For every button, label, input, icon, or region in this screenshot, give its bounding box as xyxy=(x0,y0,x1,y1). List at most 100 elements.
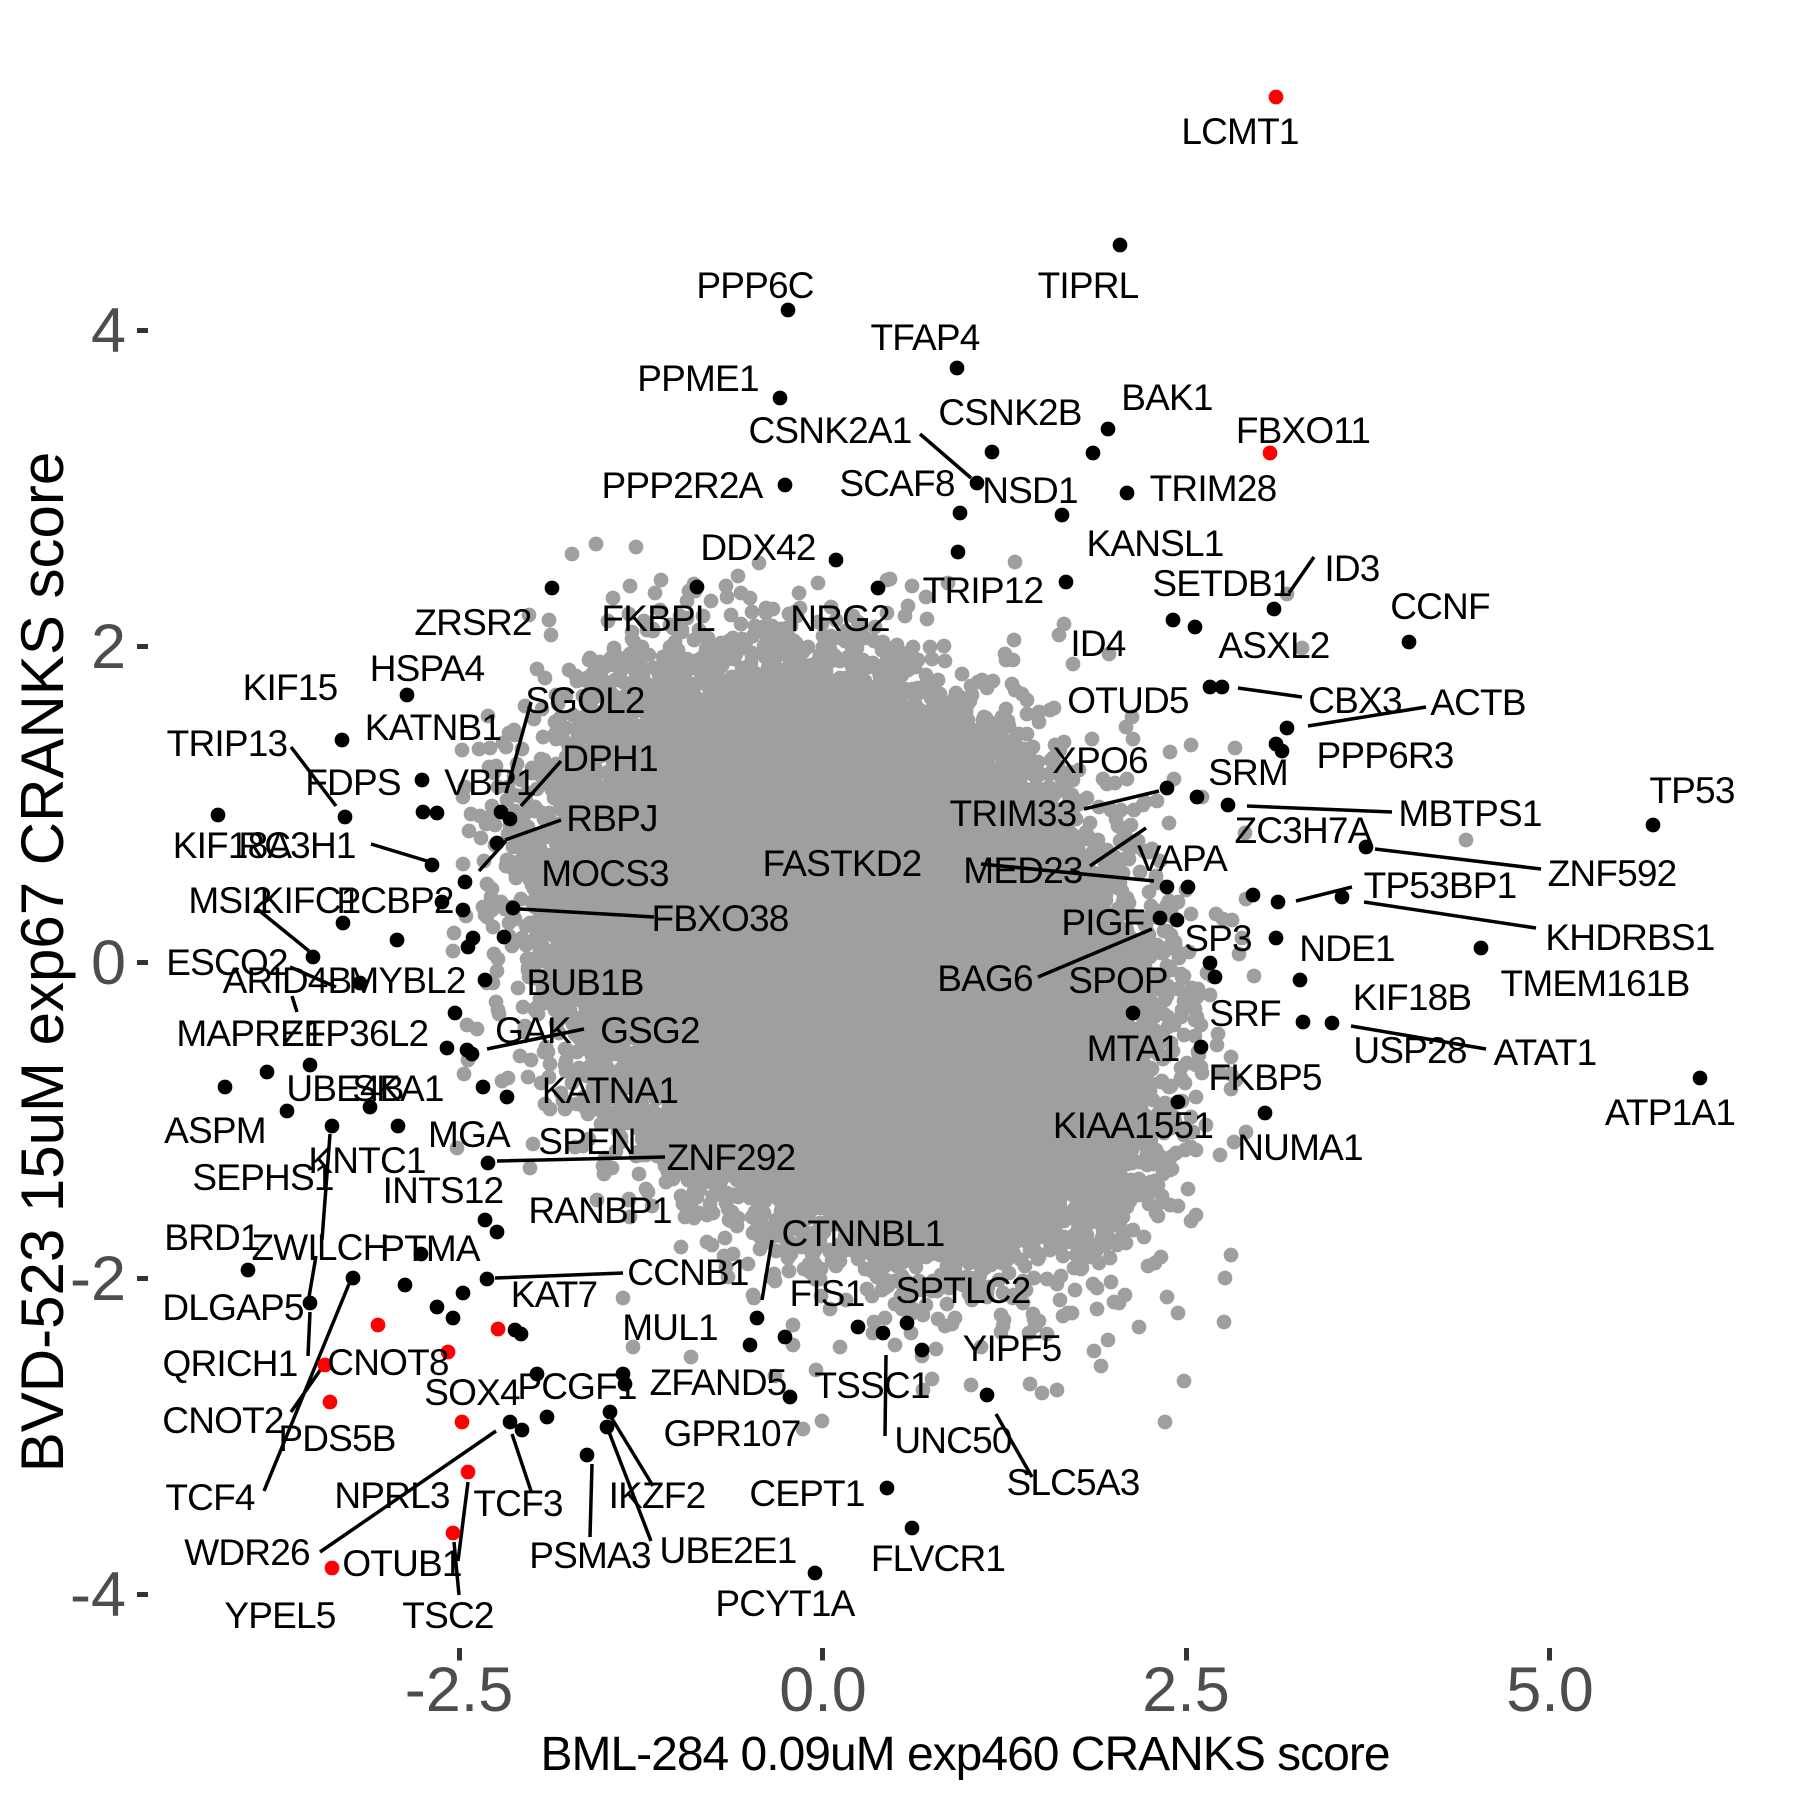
svg-text:SETDB1: SETDB1 xyxy=(1152,563,1291,604)
svg-text:ZFAND5: ZFAND5 xyxy=(649,1362,786,1403)
svg-text:CSNK2A1: CSNK2A1 xyxy=(748,410,911,451)
svg-text:SPTLC2: SPTLC2 xyxy=(895,1270,1030,1311)
svg-text:KATNB1: KATNB1 xyxy=(365,707,501,748)
svg-text:KANSL1: KANSL1 xyxy=(1086,523,1223,564)
svg-text:0.0: 0.0 xyxy=(779,1655,867,1725)
svg-text:FASTKD2: FASTKD2 xyxy=(763,843,922,884)
svg-text:MGA: MGA xyxy=(428,1114,511,1155)
svg-text:QRICH1: QRICH1 xyxy=(163,1343,298,1384)
svg-text:CNOT8: CNOT8 xyxy=(327,1342,448,1383)
svg-text:GSG2: GSG2 xyxy=(600,1010,700,1051)
svg-text:SPOP: SPOP xyxy=(1068,960,1168,1001)
svg-text:UNC50: UNC50 xyxy=(894,1420,1012,1461)
svg-text:PIGF: PIGF xyxy=(1061,902,1144,943)
svg-text:SLC5A3: SLC5A3 xyxy=(1006,1462,1139,1503)
svg-text:KAT7: KAT7 xyxy=(511,1274,598,1315)
svg-text:ID4: ID4 xyxy=(1070,623,1125,664)
svg-text:WDR26: WDR26 xyxy=(184,1532,310,1573)
svg-text:CCNB1: CCNB1 xyxy=(627,1252,748,1293)
svg-text:PPP2R2A: PPP2R2A xyxy=(602,465,764,506)
svg-text:ZWILCH: ZWILCH xyxy=(251,1227,388,1268)
svg-text:KHDRBS1: KHDRBS1 xyxy=(1545,917,1714,958)
svg-text:LCMT1: LCMT1 xyxy=(1181,111,1298,152)
svg-text:CTNNBL1: CTNNBL1 xyxy=(782,1213,945,1254)
svg-text:TRIP13: TRIP13 xyxy=(167,723,288,764)
svg-text:NPRL3: NPRL3 xyxy=(334,1475,449,1516)
svg-text:-4: -4 xyxy=(70,1560,126,1630)
svg-text:BML-284 0.09uM exp460 CRANKS s: BML-284 0.09uM exp460 CRANKS score xyxy=(540,1728,1389,1781)
svg-text:NSD1: NSD1 xyxy=(982,470,1078,511)
svg-text:TMEM161B: TMEM161B xyxy=(1501,963,1690,1004)
svg-text:BUB1B: BUB1B xyxy=(526,962,643,1003)
svg-text:FBXO11: FBXO11 xyxy=(1236,410,1370,451)
svg-text:OTUD5: OTUD5 xyxy=(1067,680,1189,721)
svg-text:RANBP1: RANBP1 xyxy=(528,1190,671,1231)
svg-text:5.0: 5.0 xyxy=(1506,1655,1594,1725)
svg-text:TIPRL: TIPRL xyxy=(1038,265,1139,306)
svg-text:UBE4B: UBE4B xyxy=(286,1068,403,1109)
svg-text:-2.5: -2.5 xyxy=(405,1655,514,1725)
svg-text:ATP1A1: ATP1A1 xyxy=(1605,1092,1735,1133)
svg-text:KATNA1: KATNA1 xyxy=(542,1070,678,1111)
svg-text:KIAA1551: KIAA1551 xyxy=(1053,1105,1213,1146)
svg-text:ASPM: ASPM xyxy=(164,1110,266,1151)
svg-text:IKZF2: IKZF2 xyxy=(609,1475,706,1516)
svg-text:MOCS3: MOCS3 xyxy=(541,853,669,894)
svg-text:2: 2 xyxy=(91,612,126,682)
svg-text:TP53: TP53 xyxy=(1649,770,1734,811)
svg-text:2.5: 2.5 xyxy=(1142,1655,1230,1725)
svg-text:ZFP36L2: ZFP36L2 xyxy=(282,1013,429,1054)
svg-text:NUMA1: NUMA1 xyxy=(1237,1127,1363,1168)
svg-text:SRM: SRM xyxy=(1208,752,1288,793)
svg-text:PCGF1: PCGF1 xyxy=(517,1366,636,1407)
svg-text:VAPA: VAPA xyxy=(1137,838,1228,879)
svg-text:MBTPS1: MBTPS1 xyxy=(1398,793,1541,834)
svg-text:UBE2E1: UBE2E1 xyxy=(659,1530,796,1571)
svg-text:ACTB: ACTB xyxy=(1430,682,1525,723)
svg-text:KIF15: KIF15 xyxy=(243,667,338,708)
svg-text:NDE1: NDE1 xyxy=(1299,928,1395,969)
svg-text:ZC3H7A: ZC3H7A xyxy=(1234,810,1372,851)
svg-text:SKA1: SKA1 xyxy=(352,1068,443,1109)
svg-text:FDPS: FDPS xyxy=(305,762,400,803)
svg-text:TCF4: TCF4 xyxy=(165,1477,255,1518)
svg-text:ZNF292: ZNF292 xyxy=(667,1137,796,1178)
svg-text:FBXO38: FBXO38 xyxy=(651,898,788,939)
svg-text:GPR107: GPR107 xyxy=(663,1413,800,1454)
svg-text:SP3: SP3 xyxy=(1184,918,1252,959)
svg-text:TRIP12: TRIP12 xyxy=(923,570,1044,611)
svg-text:CBX3: CBX3 xyxy=(1308,680,1401,721)
svg-text:MUL1: MUL1 xyxy=(622,1307,718,1348)
svg-text:VBP1: VBP1 xyxy=(444,762,535,803)
svg-text:SCAF8: SCAF8 xyxy=(839,463,954,504)
svg-text:-2: -2 xyxy=(70,1244,126,1314)
svg-text:MAPRE1: MAPRE1 xyxy=(176,1013,323,1054)
svg-text:MED23: MED23 xyxy=(963,850,1082,891)
svg-text:BAK1: BAK1 xyxy=(1121,377,1212,418)
svg-text:TRIM28: TRIM28 xyxy=(1150,468,1277,509)
svg-text:SRF: SRF xyxy=(1209,993,1281,1034)
svg-text:TFAP4: TFAP4 xyxy=(870,317,979,358)
svg-text:KIF18A: KIF18A xyxy=(173,825,293,866)
svg-text:MYBL2: MYBL2 xyxy=(348,960,465,1001)
svg-text:HSPA4: HSPA4 xyxy=(370,648,485,689)
svg-text:SOX4: SOX4 xyxy=(424,1372,520,1413)
svg-text:FKBP5: FKBP5 xyxy=(1208,1057,1321,1098)
svg-text:CEPT1: CEPT1 xyxy=(749,1473,864,1514)
svg-text:FLVCR1: FLVCR1 xyxy=(871,1538,1005,1579)
svg-text:DLGAP5: DLGAP5 xyxy=(162,1287,303,1328)
svg-text:ASXL2: ASXL2 xyxy=(1218,625,1329,666)
svg-text:RBPJ: RBPJ xyxy=(566,798,657,839)
svg-text:PCBP2: PCBP2 xyxy=(336,880,453,921)
svg-text:BVD-523 15uM exp67 CRANKS scor: BVD-523 15uM exp67 CRANKS score xyxy=(9,452,76,1472)
svg-text:KIFC1: KIFC1 xyxy=(260,880,361,921)
svg-text:BAG6: BAG6 xyxy=(937,958,1033,999)
svg-text:INTS12: INTS12 xyxy=(383,1170,504,1211)
svg-text:CNOT2: CNOT2 xyxy=(162,1400,283,1441)
svg-text:PDS5B: PDS5B xyxy=(278,1418,395,1459)
svg-text:PTMA: PTMA xyxy=(380,1228,481,1269)
svg-text:TCF3: TCF3 xyxy=(473,1483,562,1524)
svg-text:SGOL2: SGOL2 xyxy=(525,680,644,721)
svg-text:NRG2: NRG2 xyxy=(790,598,890,639)
svg-text:SEPHS1: SEPHS1 xyxy=(192,1157,333,1198)
